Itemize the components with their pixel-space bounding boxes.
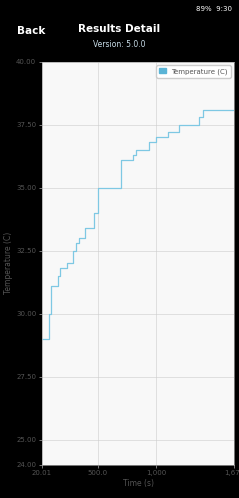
Text: 89%  9:30: 89% 9:30: [196, 6, 232, 12]
X-axis label: Time (s): Time (s): [123, 479, 153, 488]
Y-axis label: Temperature (C): Temperature (C): [4, 232, 13, 294]
Text: Version: 5.0.0: Version: 5.0.0: [93, 40, 146, 49]
Legend: Temperature (C): Temperature (C): [156, 65, 231, 78]
Text: Results Detail: Results Detail: [78, 24, 161, 34]
Text: Back: Back: [17, 26, 45, 36]
